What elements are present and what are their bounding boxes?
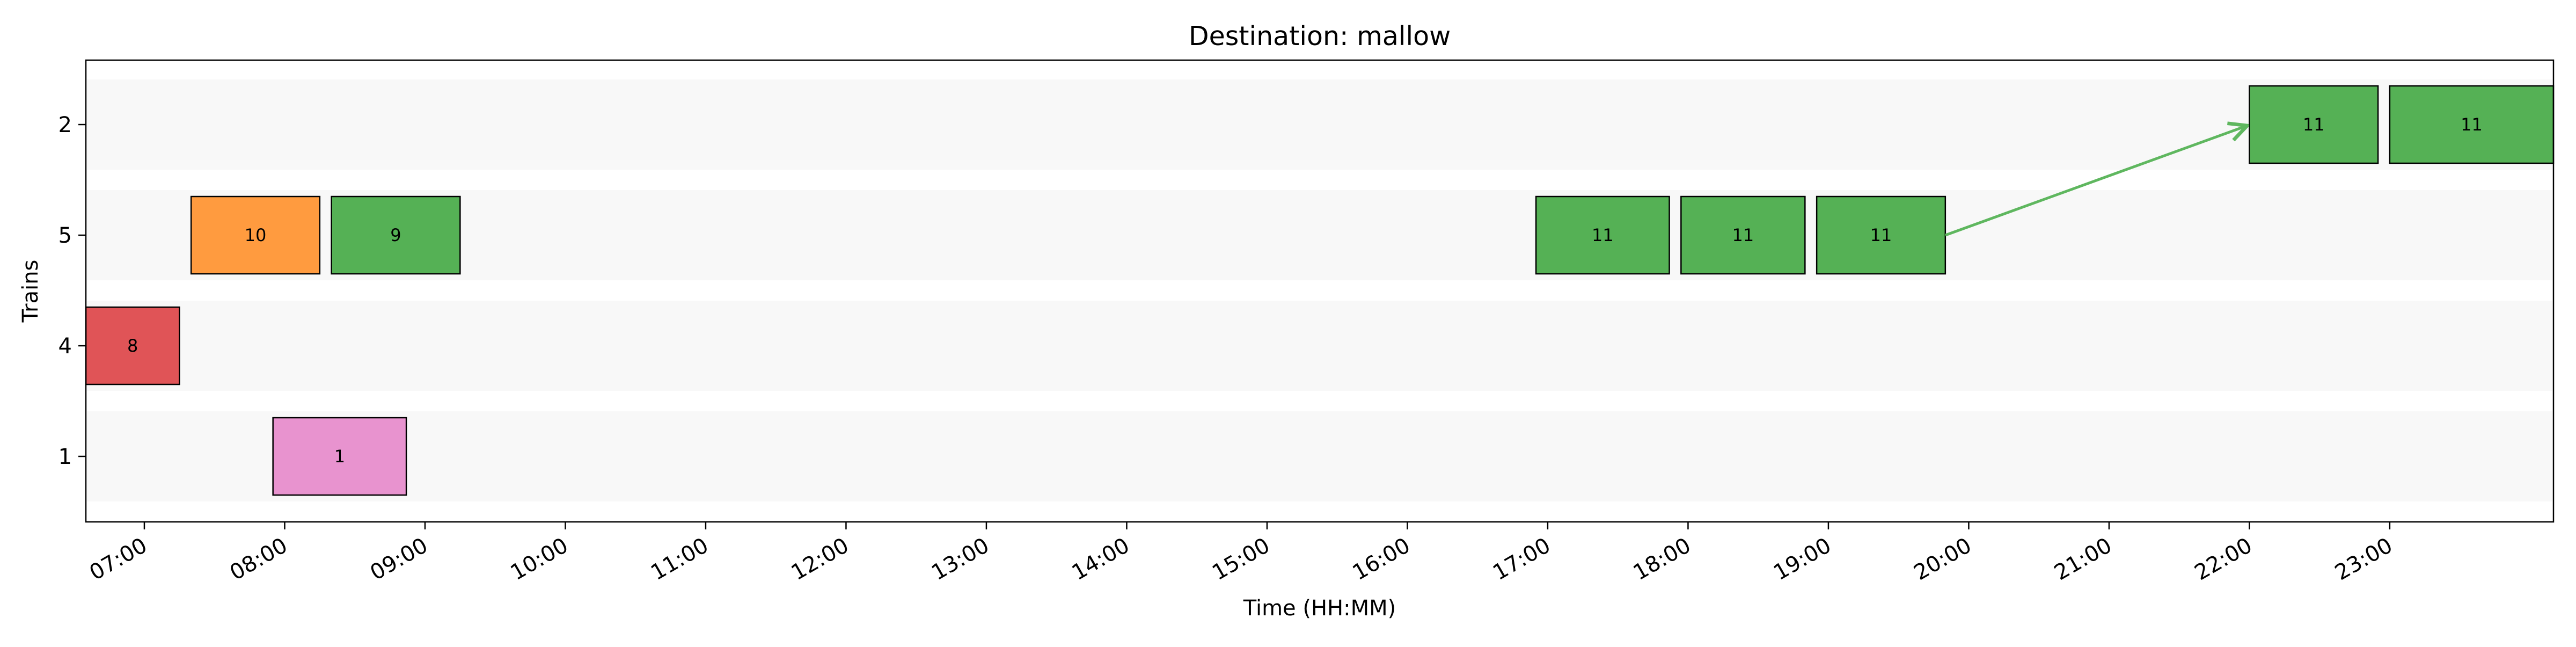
bars: 11 11 10 9 11 11 11 8 1 <box>85 85 2555 496</box>
x-tick-label-15: 22:00 <box>2191 533 2257 585</box>
bar-3 <box>331 195 461 275</box>
x-tick-label-7: 14:00 <box>1068 533 1134 585</box>
x-tick-label-0: 07:00 <box>85 533 151 585</box>
bar-label-0: 11 <box>2303 114 2325 135</box>
x-tick-label-1: 08:00 <box>226 533 292 585</box>
bar-label-5: 11 <box>1732 225 1754 245</box>
x-tick-label-5: 12:00 <box>787 533 853 585</box>
bar-2 <box>190 195 321 275</box>
row-band-5 <box>87 190 2552 280</box>
arrows <box>1944 126 2248 237</box>
bar-8 <box>272 417 407 496</box>
y-tick-label-1: 1 <box>58 445 72 469</box>
bar-label-1: 11 <box>2461 114 2483 135</box>
x-axis-label: Time (HH:MM) <box>1243 596 1396 621</box>
x-tick-label-6: 13:00 <box>927 533 993 585</box>
row-band-1 <box>87 411 2552 501</box>
bar-label-6: 11 <box>1870 225 1892 245</box>
bar-4 <box>1535 195 1670 275</box>
transfer-arrow-0 <box>1944 126 2248 237</box>
bar-5 <box>1680 195 1806 275</box>
bar-label-8: 1 <box>334 446 345 467</box>
row-band-4 <box>87 301 2552 391</box>
x-tick-label-11: 18:00 <box>1629 533 1695 585</box>
x-tick-label-9: 16:00 <box>1349 533 1415 585</box>
x-axis: 07:00 08:00 09:00 10:00 11:00 12:00 13:00 14:00… <box>85 522 2397 585</box>
y-tick-label-5: 5 <box>58 223 72 248</box>
x-tick-label-16: 23:00 <box>2331 533 2397 585</box>
bar-label-7: 8 <box>127 336 138 356</box>
x-tick-label-2: 09:00 <box>366 533 432 585</box>
x-tick-label-10: 17:00 <box>1489 533 1555 585</box>
y-axis-label: Trains <box>18 260 43 323</box>
x-tick-label-8: 15:00 <box>1208 533 1274 585</box>
plot-frame <box>85 59 2555 523</box>
x-tick-label-14: 21:00 <box>2050 533 2116 585</box>
bar-label-3: 9 <box>390 225 401 245</box>
row-band-2 <box>87 79 2552 170</box>
y-tick-label-2: 2 <box>58 113 72 137</box>
x-tick-label-12: 19:00 <box>1769 533 1835 585</box>
x-tick-label-13: 20:00 <box>1910 533 1976 585</box>
bar-0 <box>2249 85 2379 164</box>
chart-title: Destination: mallow <box>1189 21 1451 52</box>
y-tick-label-4: 4 <box>58 334 72 359</box>
x-tick-label-4: 11:00 <box>647 533 713 585</box>
bar-label-2: 10 <box>245 225 267 245</box>
row-bands <box>87 79 2552 501</box>
x-tick-label-3: 10:00 <box>507 533 573 585</box>
bar-6 <box>1816 195 1946 275</box>
y-axis: 2 5 4 1 <box>58 113 86 469</box>
bar-label-4: 11 <box>1592 225 1614 245</box>
